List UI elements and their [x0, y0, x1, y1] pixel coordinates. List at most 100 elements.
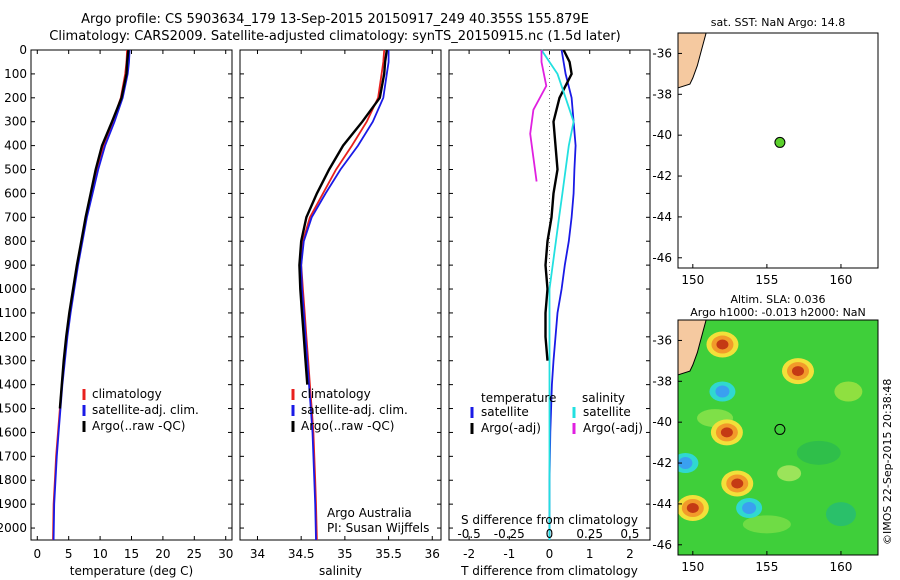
- y-tick-label: 1800: [0, 473, 27, 487]
- legend-label: Argo(-adj): [481, 421, 541, 435]
- y-tick-label: 0: [19, 43, 27, 57]
- s-tick-label: 0.25: [576, 527, 603, 541]
- y-tick-label: 1200: [0, 330, 27, 344]
- x-tick-label: 10: [92, 547, 107, 561]
- float-location-marker: [774, 423, 786, 435]
- x-axis-label: salinity: [319, 564, 362, 578]
- x-tick-label: 2: [626, 547, 634, 561]
- sla-texture: [777, 465, 802, 482]
- series-line-satellite-adj-clim-: [300, 50, 390, 541]
- x-tick-label: 35.5: [375, 547, 402, 561]
- sst-map-panel: 150 155 160 -36 -38 -40 -42 -44 -46 sat. SST: NaN…: [652, 16, 879, 287]
- y-tick-label: 600: [4, 186, 27, 200]
- sla-high-core: [686, 503, 699, 513]
- x-tick-label: 36: [425, 547, 440, 561]
- sla-map-panel: 150 155 160 -36 -38 -40 -42 -44 -46 Altim. SLA: 0…: [652, 293, 879, 574]
- sla-texture: [742, 515, 791, 534]
- y-tick-label: 1100: [0, 306, 27, 320]
- y-tick-label: 1400: [0, 378, 27, 392]
- legend-label: satellite-adj. clim.: [301, 403, 408, 417]
- map-frame: [677, 319, 879, 556]
- y-tick-label: -44: [652, 497, 672, 511]
- y-tick-label: -36: [652, 46, 672, 60]
- map-title: Altim. SLA: 0.036: [730, 293, 825, 306]
- x-tick-label: -1: [503, 547, 515, 561]
- x-tick-label: 34: [250, 547, 265, 561]
- sla-low-core: [678, 457, 693, 470]
- map-frame: [677, 32, 879, 269]
- legend-label: satellite-adj. clim.: [92, 403, 199, 417]
- figure-title-line-2: Climatology: CARS2009. Satellite-adjuste…: [49, 29, 621, 44]
- series-line-argo-raw-qc-: [58, 49, 130, 409]
- series-line-s-argo-adj-: [529, 50, 548, 182]
- series-line-climatology: [52, 49, 128, 541]
- legend-label: climatology: [92, 387, 162, 401]
- map-body: [678, 33, 878, 268]
- salinity-panel: 34 34.5 35 35.5 36 salinity climatology satelli…: [239, 49, 442, 578]
- sla-high-core: [720, 427, 733, 438]
- credit-annotation: Argo Australia: [327, 506, 412, 520]
- x-tick-label: 155: [755, 273, 778, 287]
- land-mass: [678, 33, 707, 89]
- sla-high-core: [716, 339, 729, 350]
- x-tick-label: 155: [755, 560, 778, 574]
- x-tick-label: 5: [65, 547, 73, 561]
- y-tick-label: 1000: [0, 282, 27, 296]
- y-tick-label: -38: [652, 87, 672, 101]
- plot-frame: [30, 49, 233, 541]
- legend-label: Argo(..raw -QC): [92, 419, 185, 433]
- map-subtitle: Argo h1000: -0.013 h2000: NaN: [690, 306, 866, 319]
- float-location-marker: [774, 136, 786, 148]
- y-tick-label: -36: [652, 333, 672, 347]
- y-tick-label: 1900: [0, 497, 27, 511]
- sla-low-core: [742, 502, 757, 514]
- x-tick-label: 0: [546, 547, 554, 561]
- x-tick-label: 150: [681, 560, 704, 574]
- sla-high-core: [731, 478, 744, 489]
- x-tick-label: 15: [124, 547, 139, 561]
- y-tick-label: 400: [4, 139, 27, 153]
- x-tick-label: 35: [337, 547, 352, 561]
- y-tick-label: 1500: [0, 402, 27, 416]
- y-tick-label: 800: [4, 234, 27, 248]
- difference-panel: -2 -1 0 1 2 T difference from climatology temp…: [448, 49, 651, 578]
- s-tick-label: -0.25: [494, 527, 525, 541]
- y-tick-label: 300: [4, 115, 27, 129]
- y-tick-label: 1600: [0, 425, 27, 439]
- y-tick-label: 100: [4, 67, 27, 81]
- x-tick-label: 34.5: [288, 547, 315, 561]
- imos-stamp: ©IMOS 22-Sep-2015 20:38:48: [881, 378, 894, 545]
- series-line-t-argo-adj-: [544, 49, 573, 361]
- figure-title-line-1: Argo profile: CS 5903634_179 13-Sep-2015…: [81, 12, 589, 27]
- legend-label: Argo(-adj): [583, 421, 643, 435]
- temperature-panel: 0 5 10 15 20 25 300100200300400500600700800900…: [0, 43, 233, 578]
- x-tick-label: 25: [187, 547, 202, 561]
- x-axis-label: T difference from climatology: [460, 564, 638, 578]
- s-tick-label: 0: [546, 527, 554, 541]
- y-tick-label: -40: [652, 128, 672, 142]
- x-axis-label: temperature (deg C): [70, 564, 193, 578]
- y-tick-label: -44: [652, 210, 672, 224]
- series-line-argo-raw-qc-: [298, 49, 388, 385]
- sla-low-core: [715, 385, 730, 398]
- legend-label: Argo(..raw -QC): [301, 419, 394, 433]
- x-tick-label: 0: [33, 547, 41, 561]
- series-line-satellite-adj-clim-: [52, 49, 131, 541]
- land-mass: [678, 320, 707, 376]
- y-tick-label: 200: [4, 91, 27, 105]
- credit-annotation: PI: Susan Wijffels: [327, 521, 429, 535]
- top-x-axis-label: S difference from climatology: [461, 513, 638, 527]
- y-tick-label: 1700: [0, 449, 27, 463]
- x-tick-label: 160: [830, 273, 853, 287]
- x-tick-label: 1: [586, 547, 594, 561]
- x-tick-label: 150: [681, 273, 704, 287]
- x-tick-label: 20: [155, 547, 170, 561]
- y-tick-label: -42: [652, 456, 672, 470]
- map-title: sat. SST: NaN Argo: 14.8: [711, 16, 845, 29]
- legend-label: climatology: [301, 387, 371, 401]
- sst-background: [678, 33, 878, 268]
- legend-header: temperature: [481, 391, 556, 405]
- y-tick-label: 2000: [0, 521, 27, 535]
- legend-header: salinity: [582, 391, 625, 405]
